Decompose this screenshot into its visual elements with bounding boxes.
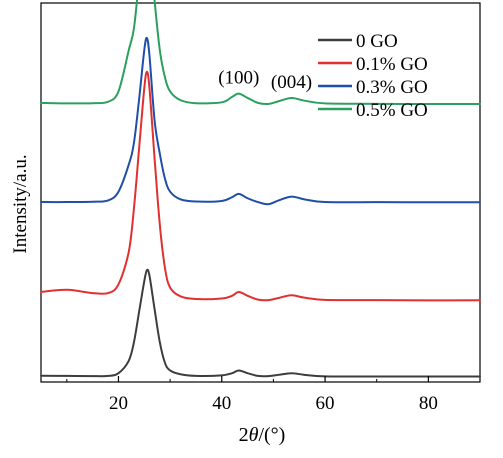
series-line-2 — [40, 36, 481, 206]
x-tick-label-40: 40 — [212, 393, 231, 414]
peak-label-1: (100) — [218, 68, 259, 89]
legend-label-1: 0.1% GO — [356, 54, 428, 75]
x-axis-label: 2θ/(°) — [239, 424, 286, 446]
series-line-1 — [40, 70, 481, 302]
x-tick-label-20: 20 — [109, 393, 128, 414]
legend-label-2: 0.3% GO — [356, 77, 428, 98]
series-line-0 — [40, 268, 481, 378]
legend-label-3: 0.5% GO — [356, 100, 428, 121]
plot-frame — [40, 2, 481, 383]
y-axis-label: Intensity/a.u. — [10, 154, 31, 253]
x-tick-label-60: 60 — [316, 393, 335, 414]
legend-label-0: 0 GO — [356, 31, 398, 52]
x-tick-label-80: 80 — [419, 393, 438, 414]
series-line-3 — [40, 0, 481, 106]
peak-label-2: (004) — [271, 72, 312, 93]
